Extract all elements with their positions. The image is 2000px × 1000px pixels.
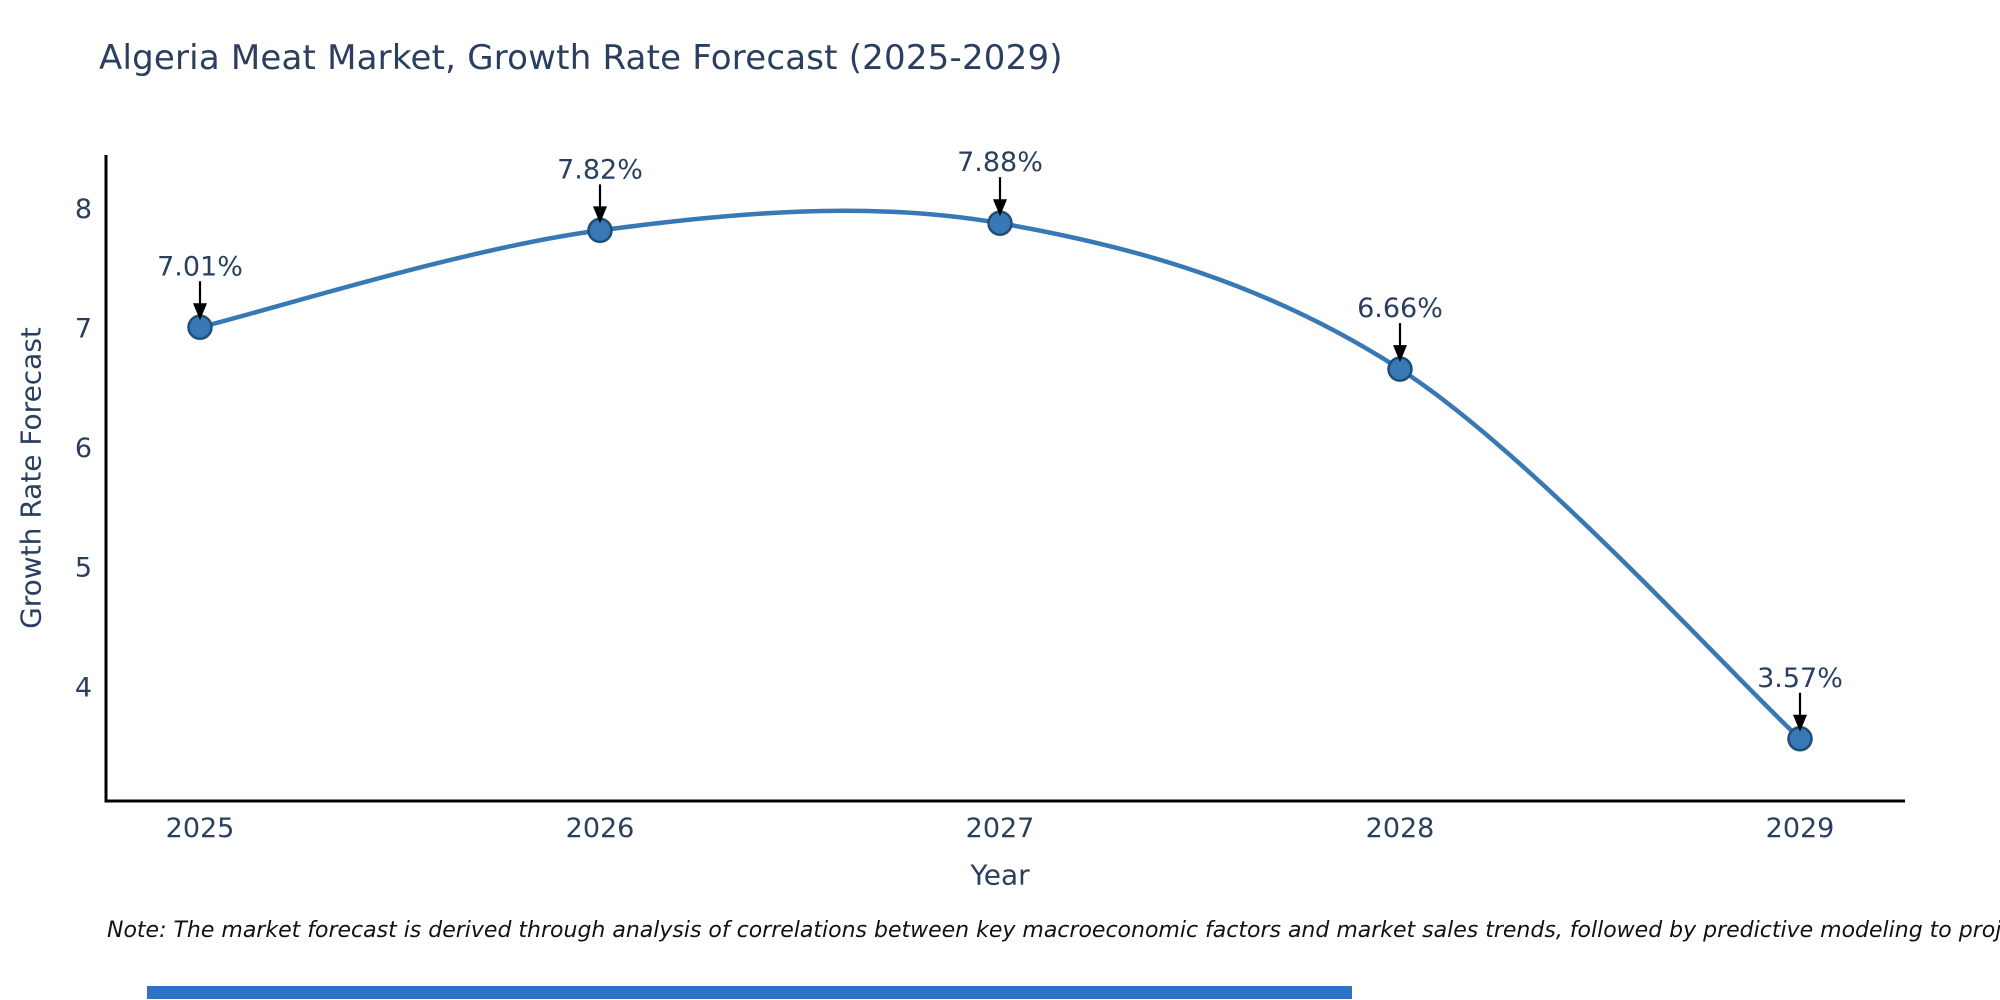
annotation-arrowhead bbox=[1793, 714, 1807, 732]
x-tick-label: 2025 bbox=[166, 813, 235, 844]
forecast-line bbox=[197, 208, 1803, 742]
annotation-arrowhead bbox=[1393, 345, 1407, 363]
point-annotation: 3.57% bbox=[1757, 663, 1843, 694]
footnote: Note: The market forecast is derived thr… bbox=[107, 918, 2000, 943]
x-tick-label: 2029 bbox=[1766, 813, 1835, 844]
y-tick-label: 8 bbox=[75, 194, 92, 225]
bottom-scrollbar[interactable] bbox=[147, 986, 1352, 999]
x-tick-label: 2028 bbox=[1366, 813, 1435, 844]
annotation-arrowhead bbox=[993, 199, 1007, 217]
point-annotation: 7.82% bbox=[557, 154, 643, 185]
y-tick-label: 5 bbox=[75, 553, 92, 584]
x-axis-title: Year bbox=[970, 858, 1030, 892]
y-tick-label: 7 bbox=[75, 313, 92, 344]
annotation-arrowhead bbox=[193, 303, 207, 321]
point-annotation: 7.01% bbox=[157, 251, 243, 282]
x-tick-label: 2027 bbox=[966, 813, 1035, 844]
y-tick-label: 4 bbox=[75, 672, 92, 703]
y-axis-title: Growth Rate Forecast bbox=[14, 327, 48, 629]
point-annotation: 6.66% bbox=[1357, 293, 1443, 324]
x-tick-label: 2026 bbox=[566, 813, 635, 844]
chart-title: Algeria Meat Market, Growth Rate Forecas… bbox=[99, 38, 1063, 78]
point-annotation: 7.88% bbox=[957, 147, 1043, 178]
y-tick-label: 6 bbox=[75, 433, 92, 464]
annotation-arrowhead bbox=[593, 206, 607, 224]
